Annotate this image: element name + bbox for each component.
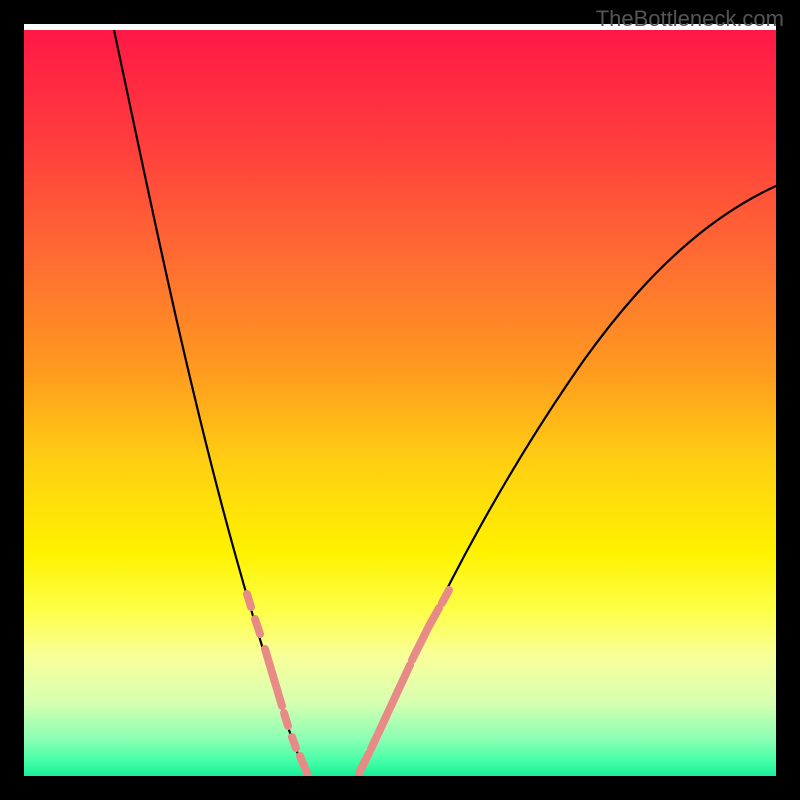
watermark-label: TheBottleneck.com — [596, 6, 784, 32]
marker-segment — [284, 713, 288, 726]
marker-segment — [255, 619, 260, 634]
plot-svg — [24, 30, 776, 776]
marker-segment — [292, 737, 296, 748]
plot-area — [24, 30, 776, 776]
marker-segment — [247, 594, 251, 607]
